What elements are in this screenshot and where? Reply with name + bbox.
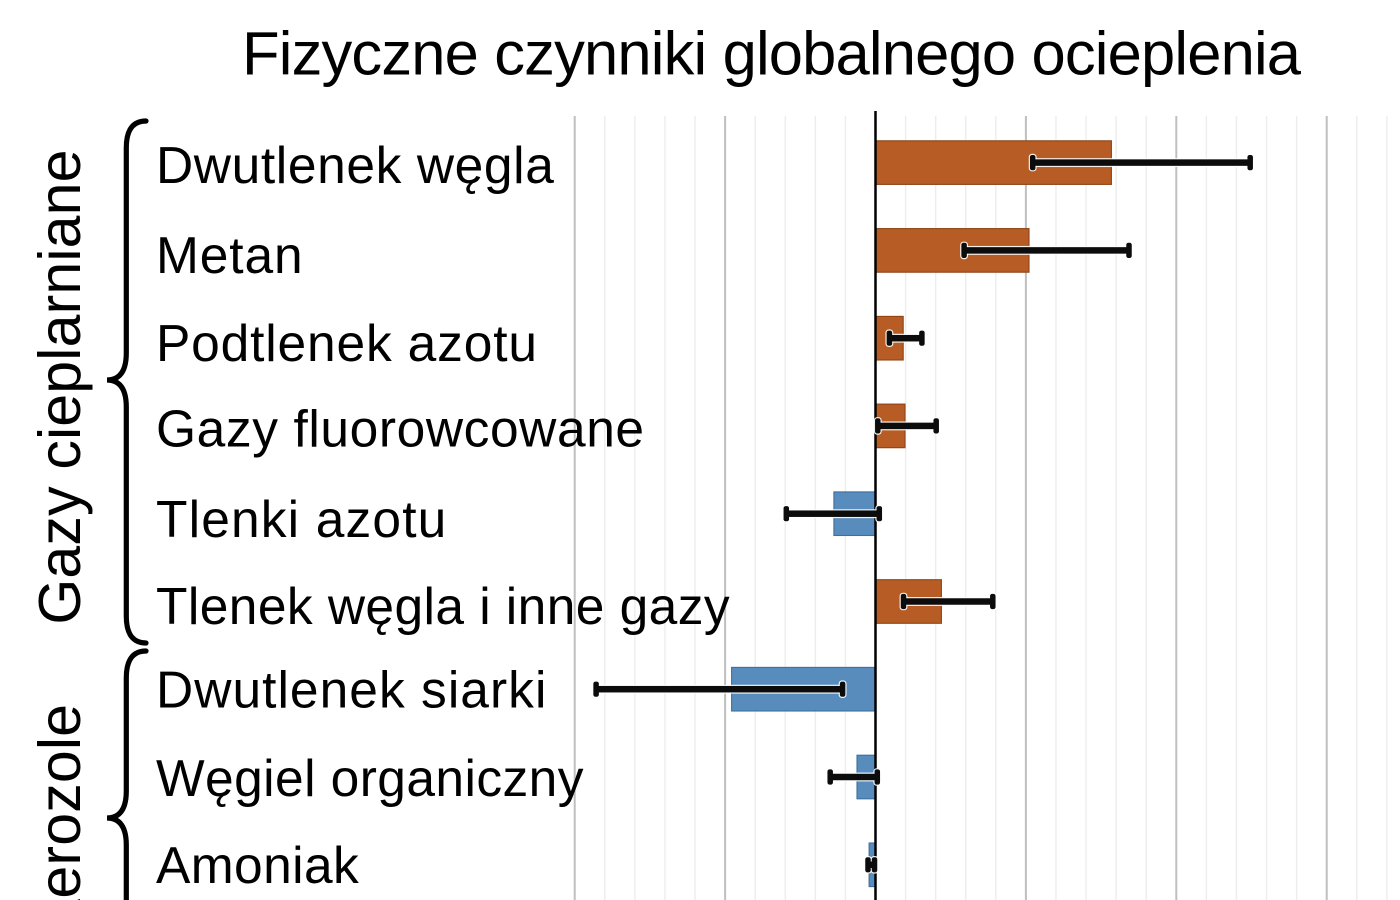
svg-text:Podtlenek azotu: Podtlenek azotu [156,314,538,372]
svg-text:Fizyczne czynniki globalnego o: Fizyczne czynniki globalnego ocieplenia [242,20,1302,89]
svg-text:Dwutlenek siarki: Dwutlenek siarki [156,660,547,718]
svg-text:Amoniak: Amoniak [156,836,359,894]
svg-text:Aerozole: Aerozole [27,704,93,900]
svg-text:Tlenek węgla i inne gazy: Tlenek węgla i inne gazy [156,577,730,635]
svg-text:Dwutlenek węgla: Dwutlenek węgla [156,136,554,194]
svg-text:Tlenki azotu: Tlenki azotu [156,490,447,548]
svg-text:Metan: Metan [156,226,304,284]
svg-text:Gazy cieplarniane: Gazy cieplarniane [27,149,93,624]
svg-text:Węgiel organiczny: Węgiel organiczny [156,749,584,807]
svg-text:Gazy fluorowcowane: Gazy fluorowcowane [156,400,645,458]
